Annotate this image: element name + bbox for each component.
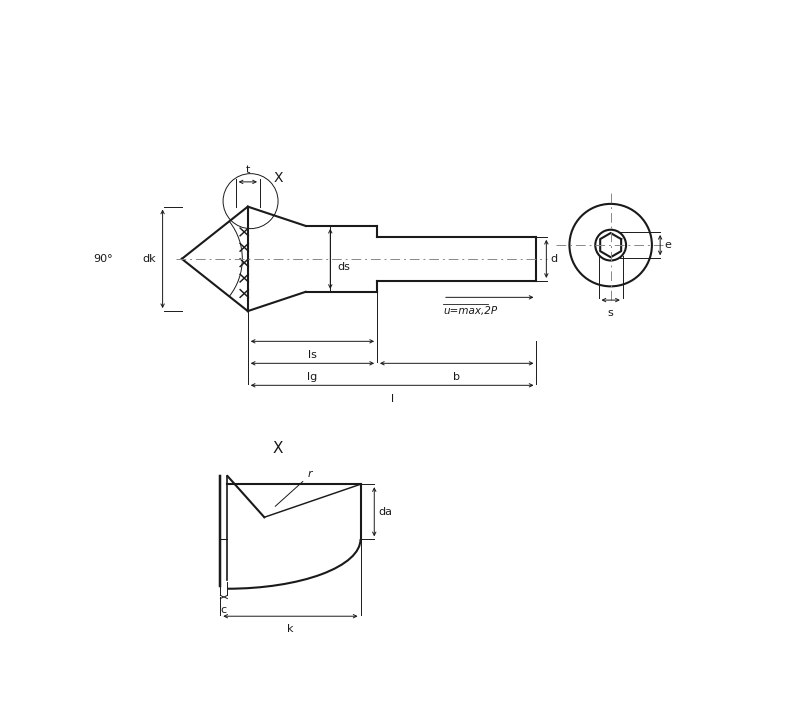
Text: s: s <box>608 308 614 318</box>
Text: e: e <box>665 240 671 250</box>
Text: u=max,2P: u=max,2P <box>443 306 497 316</box>
Text: c: c <box>221 605 227 615</box>
Text: da: da <box>378 507 393 517</box>
Text: k: k <box>287 625 294 635</box>
Text: ds: ds <box>337 262 350 272</box>
Text: d: d <box>550 254 558 264</box>
Text: b: b <box>454 371 460 381</box>
Text: X: X <box>273 441 283 456</box>
Text: lg: lg <box>307 371 318 381</box>
Text: 90°: 90° <box>94 254 113 264</box>
Text: dk: dk <box>142 254 156 264</box>
Text: r: r <box>307 469 312 479</box>
Text: l: l <box>390 393 394 403</box>
Text: X: X <box>274 171 283 185</box>
Text: t: t <box>246 166 250 176</box>
Text: ls: ls <box>308 350 317 360</box>
